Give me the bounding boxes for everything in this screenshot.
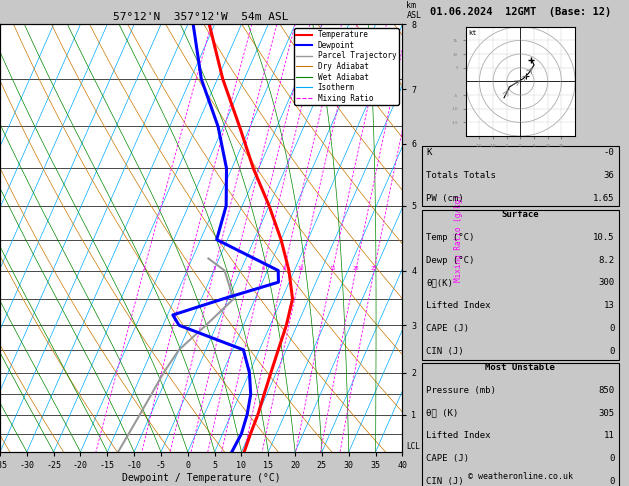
Text: Pressure (mb): Pressure (mb) [426, 386, 496, 395]
Text: CAPE (J): CAPE (J) [426, 454, 469, 463]
Text: 20: 20 [352, 265, 359, 271]
Legend: Temperature, Dewpoint, Parcel Trajectory, Dry Adiabat, Wet Adiabat, Isotherm, Mi: Temperature, Dewpoint, Parcel Trajectory… [294, 28, 399, 105]
Text: 01.06.2024  12GMT  (Base: 12): 01.06.2024 12GMT (Base: 12) [430, 7, 611, 17]
Text: θᴇ(K): θᴇ(K) [426, 278, 454, 287]
Text: Dewp (°C): Dewp (°C) [426, 256, 475, 264]
Text: 0: 0 [609, 347, 615, 356]
Text: 13: 13 [604, 301, 615, 310]
Text: 10: 10 [298, 265, 304, 271]
Text: 3: 3 [213, 265, 216, 271]
Text: km
ASL: km ASL [406, 0, 421, 20]
Text: Lifted Index: Lifted Index [426, 301, 491, 310]
Text: CAPE (J): CAPE (J) [426, 324, 469, 333]
Text: © weatheronline.co.uk: © weatheronline.co.uk [468, 472, 573, 481]
Text: 0: 0 [609, 324, 615, 333]
Text: Most Unstable: Most Unstable [486, 363, 555, 372]
Text: CIN (J): CIN (J) [426, 477, 464, 486]
Text: kt: kt [468, 30, 476, 36]
Text: 15: 15 [329, 265, 336, 271]
Text: 5: 5 [248, 265, 251, 271]
Text: 1: 1 [142, 265, 145, 271]
Text: 8.2: 8.2 [598, 256, 615, 264]
Text: Temp (°C): Temp (°C) [426, 233, 475, 242]
Text: Surface: Surface [501, 210, 539, 219]
Text: CIN (J): CIN (J) [426, 347, 464, 356]
Text: PW (cm): PW (cm) [426, 194, 464, 203]
Bar [422, 363, 618, 486]
Text: Totals Totals: Totals Totals [426, 171, 496, 180]
X-axis label: Dewpoint / Temperature (°C): Dewpoint / Temperature (°C) [122, 473, 281, 483]
Title: 57°12'N  357°12'W  54m ASL: 57°12'N 357°12'W 54m ASL [113, 12, 289, 22]
Text: 305: 305 [598, 409, 615, 417]
Text: 6: 6 [261, 265, 264, 271]
Text: 8: 8 [282, 265, 286, 271]
Bar [422, 210, 618, 360]
Text: θᴇ (K): θᴇ (K) [426, 409, 459, 417]
Text: Mixing Ratio (g/kg): Mixing Ratio (g/kg) [454, 194, 464, 282]
Text: LCL: LCL [406, 442, 420, 451]
Text: 11: 11 [604, 432, 615, 440]
Text: 36: 36 [604, 171, 615, 180]
Text: -0: -0 [604, 148, 615, 157]
Text: 850: 850 [598, 386, 615, 395]
Text: 4: 4 [232, 265, 235, 271]
Text: 1.65: 1.65 [593, 194, 615, 203]
Text: 2: 2 [186, 265, 189, 271]
Bar [422, 146, 618, 207]
Text: 25: 25 [371, 265, 377, 271]
Text: 0: 0 [609, 477, 615, 486]
Text: K: K [426, 148, 431, 157]
Text: 10.5: 10.5 [593, 233, 615, 242]
Text: Lifted Index: Lifted Index [426, 432, 491, 440]
Text: 0: 0 [609, 454, 615, 463]
Text: 300: 300 [598, 278, 615, 287]
